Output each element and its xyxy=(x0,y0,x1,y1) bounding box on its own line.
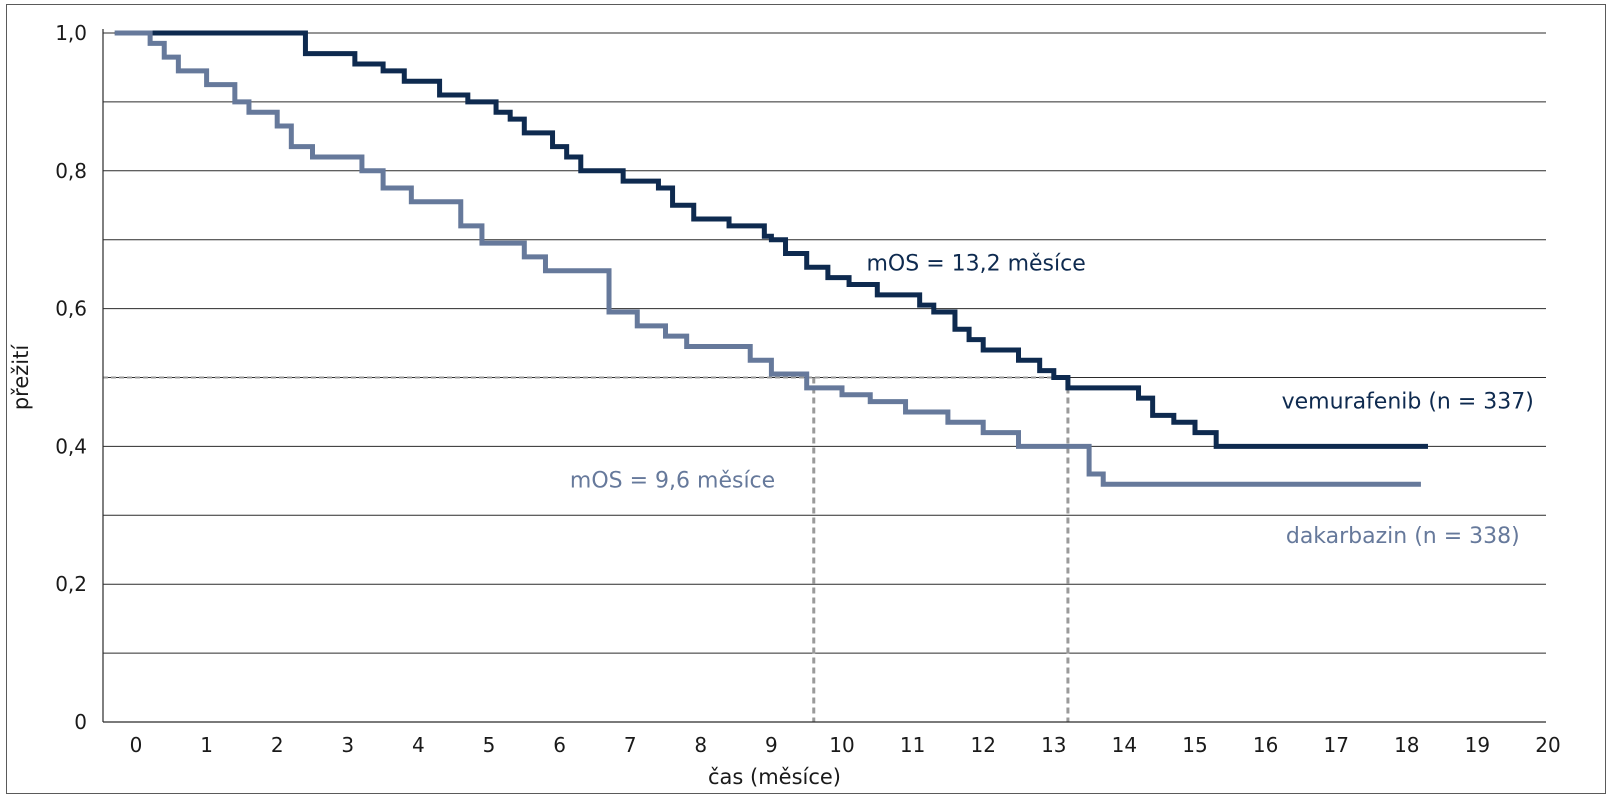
axes xyxy=(102,29,1546,723)
y-tick-label: 0,8 xyxy=(55,159,87,183)
chart-frame xyxy=(6,4,1606,794)
y-tick-label: 0,4 xyxy=(55,434,87,458)
x-tick-label: 8 xyxy=(694,733,707,757)
x-axis-title: čas (měsíce) xyxy=(708,765,841,789)
series-line-dakarbazin xyxy=(114,30,1421,487)
x-tick-label: 13 xyxy=(1041,733,1066,757)
annotations: mOS = 13,2 měsíce vemurafenib (n = 337) mO… xyxy=(570,252,1534,549)
x-tick-label: 3 xyxy=(341,733,354,757)
y-tick-label: 0,6 xyxy=(55,297,87,321)
x-tick-label: 9 xyxy=(765,733,778,757)
series-line-vemurafenib xyxy=(114,30,1428,449)
x-tick-label: 17 xyxy=(1323,733,1348,757)
y-tick-label: 0,2 xyxy=(55,572,87,596)
x-tick-label: 10 xyxy=(829,733,854,757)
x-tick-label: 18 xyxy=(1394,733,1419,757)
x-tick-label: 11 xyxy=(900,733,925,757)
median-reference-lines xyxy=(103,376,1070,722)
x-tick-label: 5 xyxy=(483,733,496,757)
annotation-label: dakarbazin (n = 338) xyxy=(1286,524,1520,549)
x-tick-label: 2 xyxy=(271,733,284,757)
x-tick-label: 19 xyxy=(1465,733,1490,757)
x-tick-label: 0 xyxy=(130,733,143,757)
x-tick-label: 14 xyxy=(1112,733,1137,757)
y-tick-label: 1,0 xyxy=(55,21,87,45)
x-tick-label: 4 xyxy=(412,733,425,757)
annotation-label: mOS = 9,6 měsíce xyxy=(570,469,775,494)
x-tick-label: 1 xyxy=(200,733,213,757)
series-lines xyxy=(114,30,1428,487)
x-tick-label: 12 xyxy=(970,733,995,757)
gridlines xyxy=(103,32,1546,654)
y-tick-label: 0 xyxy=(74,710,87,734)
x-tick-label: 15 xyxy=(1182,733,1207,757)
x-tick-label: 20 xyxy=(1535,733,1560,757)
x-tick-label: 16 xyxy=(1253,733,1278,757)
x-tick-label: 6 xyxy=(553,733,566,757)
annotation-label: vemurafenib (n = 337) xyxy=(1282,390,1534,415)
annotation-label: mOS = 13,2 měsíce xyxy=(866,252,1085,277)
tick-labels: 0 1 2 3 4 5 6 7 8 9 10 11 12 13 14 15 16 17 18 19 2000,20,40… xyxy=(55,21,1561,757)
y-axis-title: přežití xyxy=(9,344,33,411)
x-tick-label: 7 xyxy=(624,733,637,757)
